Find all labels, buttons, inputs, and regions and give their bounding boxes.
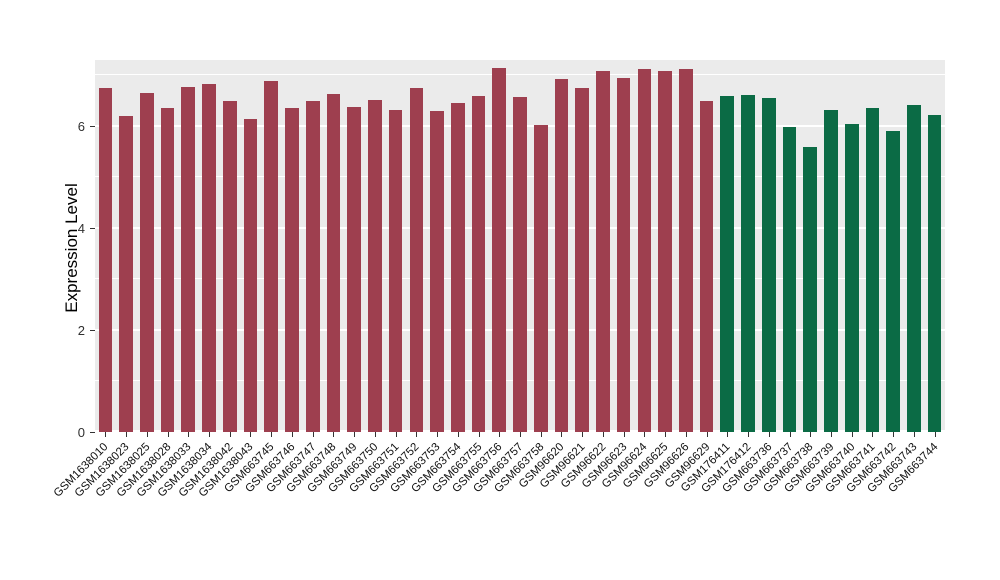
x-tick-GSM663740 <box>851 432 853 437</box>
x-tick-GSM96629 <box>706 432 708 437</box>
x-tick-GSM663747 <box>312 432 314 437</box>
x-tick-GSM663753 <box>437 432 439 437</box>
bar-GSM663746 <box>285 108 299 432</box>
x-tick-GSM663745 <box>271 432 273 437</box>
bar-GSM663745 <box>264 81 279 432</box>
bar-GSM96629 <box>699 100 714 432</box>
bar-GSM663739 <box>824 109 838 432</box>
gridline-minor-7 <box>95 74 945 76</box>
bar-GSM96621 <box>575 88 590 432</box>
x-tick-GSM96623 <box>623 432 625 437</box>
x-tick-GSM96621 <box>582 432 584 437</box>
y-tick-4 <box>90 227 95 229</box>
y-axis-title: Expression Level <box>62 183 81 313</box>
bar-GSM96623 <box>616 77 631 432</box>
x-tick-GSM1638010 <box>105 432 107 437</box>
bar-GSM663741 <box>865 108 880 432</box>
x-tick-GSM663739 <box>830 432 832 437</box>
x-tick-GSM663751 <box>395 432 397 437</box>
x-tick-GSM1638023 <box>126 432 128 437</box>
bar-GSM663757 <box>513 96 527 432</box>
bar-GSM663747 <box>305 100 320 432</box>
x-tick-GSM663756 <box>499 432 501 437</box>
bar-GSM1638010 <box>98 88 113 432</box>
y-tick-label-2: 2 <box>77 323 85 339</box>
x-tick-GSM1638034 <box>209 432 211 437</box>
bar-GSM663756 <box>492 67 507 432</box>
bar-GSM96625 <box>658 71 672 432</box>
bar-GSM663738 <box>803 146 818 432</box>
x-tick-GSM663754 <box>457 432 459 437</box>
x-tick-GSM663737 <box>789 432 791 437</box>
x-tick-GSM1638033 <box>188 432 190 437</box>
x-tick-GSM176411 <box>727 432 729 437</box>
x-tick-GSM663744 <box>934 432 936 437</box>
y-tick-label-4: 4 <box>77 221 85 237</box>
y-tick-2 <box>90 329 95 331</box>
x-tick-GSM1638042 <box>229 432 231 437</box>
bar-GSM663749 <box>347 106 361 432</box>
bar-GSM1638028 <box>160 108 175 432</box>
x-tick-GSM663738 <box>810 432 812 437</box>
plot-panel <box>95 60 945 432</box>
bar-GSM663744 <box>927 115 942 432</box>
bar-GSM663736 <box>761 98 776 432</box>
x-tick-GSM663746 <box>291 432 293 437</box>
bar-GSM663742 <box>886 131 900 432</box>
bar-GSM1638033 <box>181 86 196 432</box>
x-tick-GSM96624 <box>644 432 646 437</box>
bar-GSM663740 <box>844 123 859 432</box>
x-tick-GSM663742 <box>893 432 895 437</box>
y-tick-label-0: 0 <box>77 425 85 440</box>
x-tick-GSM96620 <box>561 432 563 437</box>
bar-GSM663750 <box>368 99 382 432</box>
x-tick-GSM1638025 <box>146 432 148 437</box>
bar-GSM663758 <box>533 125 548 432</box>
x-tick-GSM1638043 <box>250 432 252 437</box>
x-tick-GSM1638028 <box>167 432 169 437</box>
x-tick-GSM663741 <box>872 432 874 437</box>
y-tick-0 <box>90 431 95 433</box>
bar-GSM663754 <box>450 103 465 432</box>
bar-GSM663743 <box>907 104 921 432</box>
x-tick-GSM663736 <box>768 432 770 437</box>
x-tick-GSM663748 <box>333 432 335 437</box>
bar-GSM96624 <box>637 69 652 432</box>
x-tick-GSM663755 <box>478 432 480 437</box>
y-tick-label-6: 6 <box>77 119 85 135</box>
bar-GSM96626 <box>679 69 693 432</box>
y-tick-6 <box>90 125 95 127</box>
x-tick-GSM663752 <box>416 432 418 437</box>
x-tick-GSM663749 <box>354 432 356 437</box>
bar-GSM96622 <box>596 71 610 432</box>
x-tick-GSM96626 <box>685 432 687 437</box>
x-tick-GSM663758 <box>540 432 542 437</box>
x-tick-GSM96625 <box>665 432 667 437</box>
bar-GSM96620 <box>554 79 569 432</box>
bar-GSM663753 <box>430 110 444 432</box>
x-tick-GSM96622 <box>602 432 604 437</box>
bar-GSM1638042 <box>222 100 237 432</box>
bar-GSM663751 <box>388 109 403 432</box>
bar-GSM663752 <box>409 88 424 432</box>
bar-GSM176411 <box>720 95 735 432</box>
x-tick-GSM176412 <box>748 432 750 437</box>
x-tick-GSM663757 <box>520 432 521 437</box>
bar-GSM1638025 <box>139 93 154 432</box>
bar-GSM663737 <box>782 127 797 432</box>
bar-GSM176412 <box>741 94 755 432</box>
bar-GSM1638043 <box>243 118 258 432</box>
x-tick-GSM663750 <box>374 432 376 437</box>
bar-GSM663755 <box>471 95 486 432</box>
bar-GSM663748 <box>326 94 341 432</box>
bar-GSM1638034 <box>202 84 216 432</box>
x-tick-GSM663743 <box>913 432 915 437</box>
bar-GSM1638023 <box>119 116 133 432</box>
